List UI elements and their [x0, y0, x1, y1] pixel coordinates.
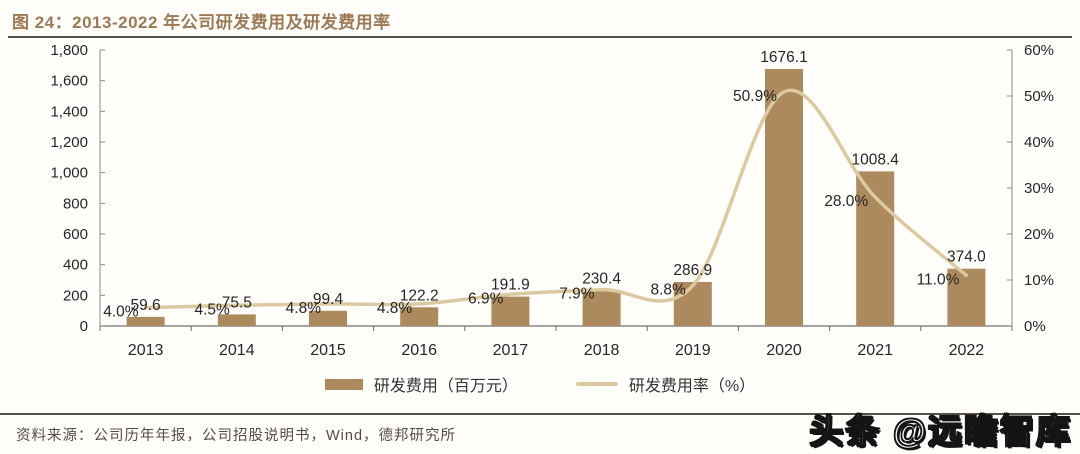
bar-series-swatch	[324, 378, 363, 390]
svg-text:286.9: 286.9	[673, 262, 712, 279]
svg-text:1,000: 1,000	[50, 165, 88, 182]
svg-text:2020: 2020	[766, 342, 802, 359]
svg-text:0: 0	[80, 318, 88, 335]
svg-text:2016: 2016	[401, 342, 437, 359]
svg-text:2019: 2019	[675, 342, 711, 359]
svg-text:2022: 2022	[949, 342, 985, 359]
line-series-swatch	[575, 382, 618, 386]
svg-text:1,600: 1,600	[50, 73, 88, 90]
svg-text:8.8%: 8.8%	[650, 282, 686, 299]
svg-text:40%: 40%	[1024, 134, 1054, 151]
svg-text:4.5%: 4.5%	[194, 301, 230, 318]
svg-text:200: 200	[63, 287, 88, 304]
svg-text:4.8%: 4.8%	[377, 300, 413, 317]
svg-text:374.0: 374.0	[947, 249, 986, 266]
svg-text:122.2: 122.2	[400, 287, 439, 304]
svg-text:4.0%: 4.0%	[103, 304, 139, 321]
chart-title: 图 24：2013-2022 年公司研发费用及研发费用率	[12, 13, 391, 32]
legend-line-label: 研发费用率（%）	[628, 378, 756, 395]
svg-text:60%: 60%	[1024, 42, 1054, 59]
svg-text:11.0%: 11.0%	[917, 271, 960, 288]
svg-text:2017: 2017	[493, 342, 529, 359]
svg-text:191.9: 191.9	[491, 277, 530, 294]
svg-text:59.6: 59.6	[131, 297, 161, 314]
svg-text:230.4: 230.4	[582, 271, 621, 288]
svg-text:1,400: 1,400	[50, 103, 88, 120]
svg-text:4.8%: 4.8%	[286, 300, 322, 317]
svg-text:10%: 10%	[1024, 272, 1054, 289]
legend-item-rd-expense: 研发费用（百万元）	[324, 372, 518, 396]
svg-text:99.4: 99.4	[313, 291, 344, 308]
svg-text:28.0%: 28.0%	[824, 193, 868, 210]
svg-text:1,800: 1,800	[50, 42, 88, 59]
svg-text:1676.1: 1676.1	[760, 49, 807, 66]
svg-text:1008.4: 1008.4	[851, 151, 899, 168]
svg-text:0%: 0%	[1024, 318, 1046, 335]
svg-text:7.9%: 7.9%	[559, 286, 595, 303]
svg-text:600: 600	[63, 226, 88, 243]
svg-text:2015: 2015	[310, 342, 346, 359]
legend-bar-label: 研发费用（百万元）	[373, 378, 518, 395]
svg-text:20%: 20%	[1024, 226, 1054, 243]
chart-legend: 研发费用（百万元） 研发费用率（%）	[0, 372, 1080, 396]
svg-text:2018: 2018	[584, 342, 620, 359]
svg-text:30%: 30%	[1024, 180, 1054, 197]
legend-item-rd-expense-rate: 研发费用率（%）	[575, 372, 756, 396]
title-divider	[8, 36, 1072, 38]
source-note: 资料来源：公司历年年报，公司招股说明书，Wind，德邦研究所	[16, 428, 457, 444]
footer-divider	[0, 413, 1080, 415]
svg-text:800: 800	[63, 195, 88, 212]
watermark: 头条 @远瞻智库	[809, 412, 1072, 451]
svg-text:50%: 50%	[1024, 88, 1054, 105]
svg-text:2021: 2021	[857, 342, 893, 359]
svg-text:2013: 2013	[128, 342, 164, 359]
svg-text:6.9%: 6.9%	[468, 290, 504, 307]
svg-text:75.5: 75.5	[222, 294, 252, 311]
svg-text:1,200: 1,200	[50, 134, 88, 151]
svg-text:400: 400	[63, 257, 88, 274]
svg-text:50.9%: 50.9%	[733, 88, 777, 105]
svg-text:2014: 2014	[219, 342, 255, 359]
